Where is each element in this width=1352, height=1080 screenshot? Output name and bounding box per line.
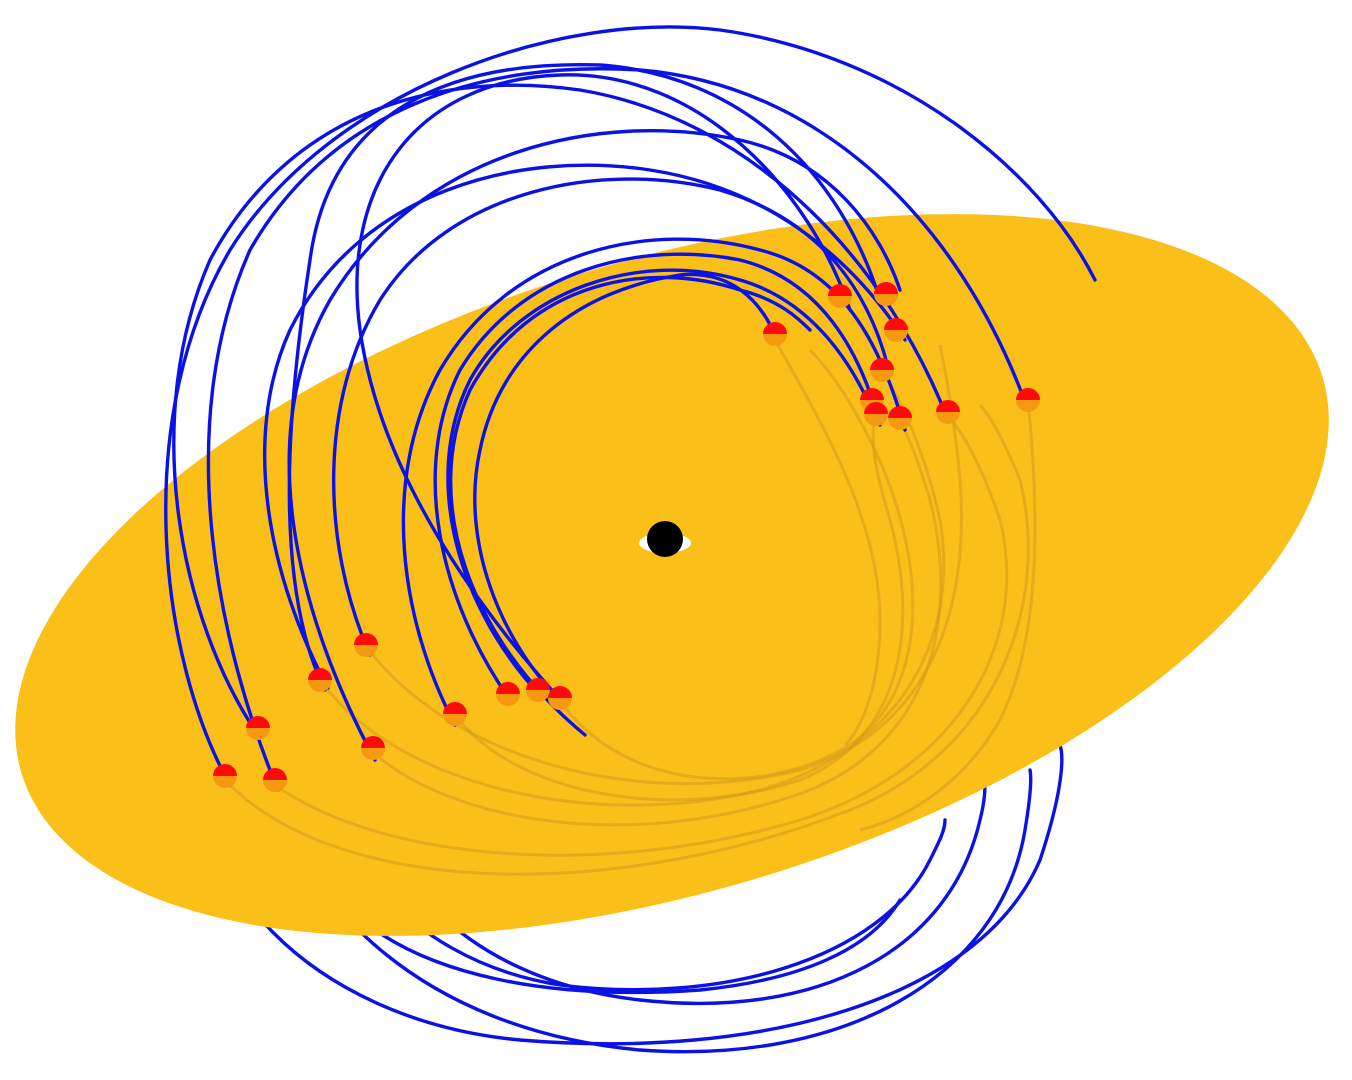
crossing-marker	[828, 284, 852, 308]
crossing-marker	[884, 318, 908, 342]
orbit-12	[287, 62, 882, 692]
crossing-marker	[213, 764, 237, 788]
orbit-1	[164, 25, 1097, 787]
crossing-marker	[763, 322, 787, 346]
crossing-marker	[870, 358, 894, 382]
orbit-under-1	[223, 403, 1030, 876]
orbit-under-9	[859, 399, 1037, 832]
orbit-3	[172, 83, 950, 737]
orbit-10	[449, 275, 812, 737]
crossing-marker	[443, 702, 467, 726]
orbit-8	[433, 252, 882, 702]
orbit-under-8	[773, 339, 882, 747]
crossing-marker	[308, 668, 332, 692]
crossing-marker	[526, 678, 550, 702]
crossing-marker	[263, 768, 287, 792]
orbits-under-disk-group	[223, 339, 1037, 876]
orbit-4	[287, 129, 902, 762]
crossing-marker	[936, 400, 960, 424]
orbits-front-group	[164, 25, 1097, 792]
orbit-under-7	[363, 344, 963, 786]
crossing-markers-group	[213, 282, 1040, 792]
crossing-marker	[361, 736, 385, 760]
black-hole-core	[647, 521, 683, 557]
crossing-marker	[354, 633, 378, 657]
orbit-under-3	[369, 419, 943, 827]
orbit-11	[355, 73, 852, 707]
orbit-under-2	[274, 417, 1009, 857]
orbit-9	[446, 268, 874, 697]
orbit-back-5	[343, 898, 902, 995]
crossing-marker	[246, 716, 270, 740]
orbit-2	[206, 67, 1030, 792]
black-hole	[639, 521, 691, 557]
crossing-marker	[864, 402, 888, 426]
crossing-marker	[548, 686, 572, 710]
crossing-marker	[1016, 388, 1040, 412]
crossing-marker	[888, 406, 912, 430]
orbit-13	[473, 272, 777, 702]
crossing-marker	[874, 282, 898, 306]
crossing-marker	[496, 682, 520, 706]
accretion-disk	[15, 214, 1329, 936]
orbit-under-5	[558, 348, 915, 781]
